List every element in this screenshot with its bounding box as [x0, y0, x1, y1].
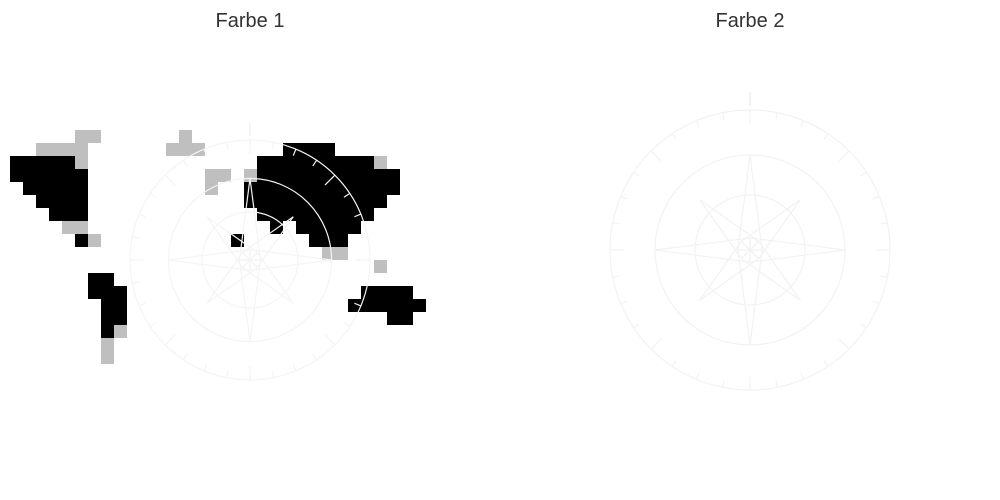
- panel-farbe-2: Farbe 2: [500, 0, 1000, 500]
- compass-rose-icon: [500, 0, 1000, 500]
- panel-farbe-1: Farbe 1: [0, 0, 500, 500]
- compass-overlay-left-icon: [0, 0, 500, 500]
